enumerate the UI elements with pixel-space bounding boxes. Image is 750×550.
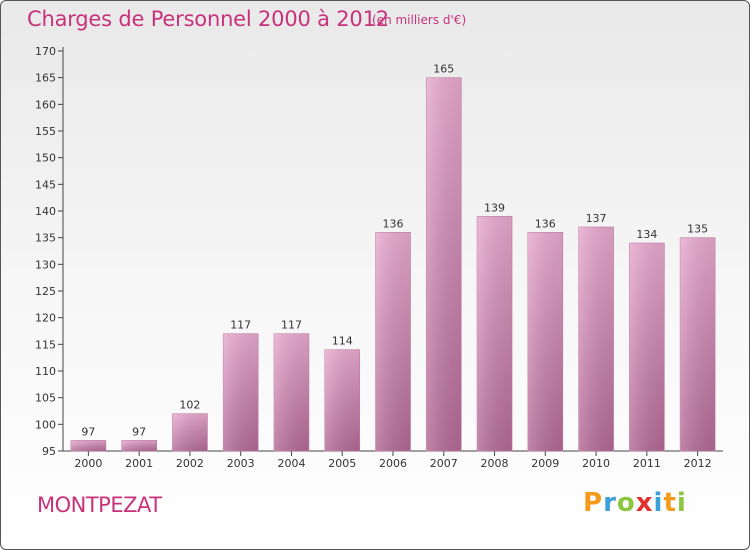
- bar-value-label: 134: [636, 228, 657, 241]
- chart-subtitle: (en milliers d'€): [372, 13, 467, 27]
- logo-letter: i: [676, 488, 687, 518]
- bar-shade: [172, 413, 208, 451]
- logo-letter: t: [663, 488, 677, 518]
- bar-shade: [324, 349, 360, 451]
- bar-value-label: 117: [230, 319, 251, 332]
- y-tick-label: 140: [35, 205, 56, 218]
- bar-shade: [477, 216, 513, 451]
- x-tick-label: 2011: [633, 457, 661, 470]
- bar-shade: [680, 237, 716, 451]
- axes: 95 100 105 110 115 120 125 130 135 140 145 150 155 16…: [35, 45, 723, 470]
- y-tick-label: 135: [35, 232, 56, 245]
- y-tick-label: 170: [35, 45, 56, 58]
- bar-shade: [375, 232, 411, 451]
- y-tick-label: 145: [35, 178, 56, 191]
- x-tick-label: 2001: [125, 457, 153, 470]
- bar-shade: [629, 243, 665, 451]
- y-tick-label: 155: [35, 125, 56, 138]
- bar-value-label: 102: [179, 399, 200, 412]
- y-tick-label: 165: [35, 72, 56, 85]
- x-tick-label: 2009: [531, 457, 559, 470]
- commune-name: MONTPEZAT: [37, 493, 162, 517]
- bar-shade: [578, 227, 614, 451]
- logo-letter: o: [616, 488, 636, 518]
- y-tick-label: 160: [35, 98, 56, 111]
- y-tick-label: 115: [35, 338, 56, 351]
- bar-value-label: 97: [81, 425, 95, 438]
- bar-shade: [426, 77, 462, 452]
- x-tick-label: 2008: [481, 457, 509, 470]
- y-tick-label: 100: [35, 418, 56, 431]
- logo-letter: x: [635, 488, 654, 518]
- bar-shade: [273, 333, 309, 451]
- chart-title: Charges de Personnel 2000 à 2012: [27, 7, 389, 31]
- bar-shade: [70, 440, 106, 451]
- bar-value-label: 135: [687, 223, 708, 236]
- y-tick-label: 150: [35, 152, 56, 165]
- bar-shade: [527, 232, 563, 451]
- logo-letter: r: [603, 488, 617, 518]
- bar-value-label: 139: [484, 201, 505, 214]
- bar-value-label: 117: [281, 319, 302, 332]
- x-tick-label: 2006: [379, 457, 407, 470]
- x-tick-label: 2003: [227, 457, 255, 470]
- x-tick-label: 2000: [74, 457, 102, 470]
- bar-value-label: 165: [433, 63, 454, 76]
- logo-letter: i: [653, 488, 664, 518]
- y-tick-label: 95: [42, 445, 56, 458]
- x-tick-label: 2002: [176, 457, 204, 470]
- logo-letter: P: [583, 488, 604, 518]
- bar-value-label: 136: [383, 217, 404, 230]
- y-tick-label: 105: [35, 392, 56, 405]
- x-tick-label: 2010: [582, 457, 610, 470]
- x-tick-label: 2012: [684, 457, 712, 470]
- x-tick-label: 2005: [328, 457, 356, 470]
- y-tick-label: 125: [35, 285, 56, 298]
- y-tick-label: 120: [35, 312, 56, 325]
- y-tick-label: 130: [35, 258, 56, 271]
- x-tick-label: 2007: [430, 457, 458, 470]
- y-tick-label: 110: [35, 365, 56, 378]
- bar-value-label: 114: [332, 335, 353, 348]
- bar-value-label: 97: [132, 425, 146, 438]
- bar-shade: [223, 333, 259, 451]
- proxiti-logo[interactable]: Proxiti: [583, 488, 687, 518]
- bar-value-label: 137: [586, 212, 607, 225]
- bar-shade: [121, 440, 157, 451]
- bar-value-label: 136: [535, 217, 556, 230]
- bars: 97 97 102 117 117 114 136 165 139 136 137 134 135: [70, 63, 716, 452]
- x-tick-label: 2004: [277, 457, 305, 470]
